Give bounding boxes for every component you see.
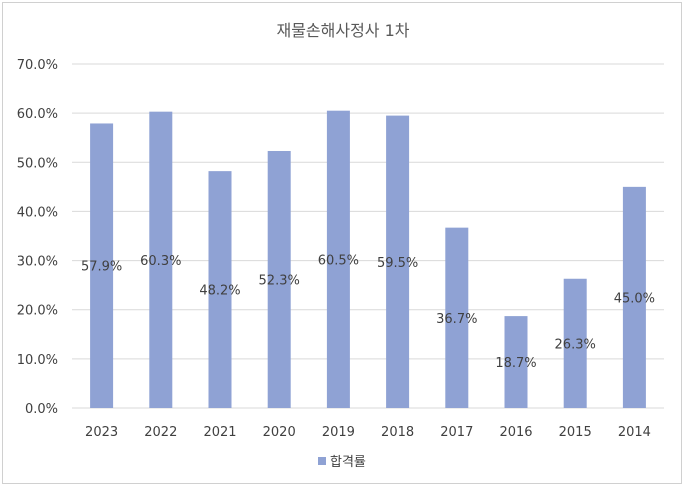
- x-axis-ticks: 2023 2022 2021 2020 2019 2018 2017 2016 2015 2014: [85, 425, 651, 440]
- data-label: 45.0%: [614, 291, 655, 306]
- legend: 합격률: [318, 455, 366, 470]
- y-tick-label: 0.0%: [25, 402, 58, 417]
- bar-2023: [90, 123, 114, 408]
- data-label: 26.3%: [555, 337, 596, 352]
- bar-2015: [563, 278, 587, 408]
- y-tick-label: 30.0%: [17, 255, 58, 270]
- data-label: 52.3%: [259, 273, 300, 288]
- bar-2017: [445, 227, 469, 408]
- x-tick-label: 2022: [144, 425, 177, 440]
- x-tick-label: 2021: [203, 425, 236, 440]
- y-tick-label: 10.0%: [17, 353, 58, 368]
- y-tick-label: 70.0%: [17, 58, 58, 73]
- bar-2021: [208, 171, 232, 408]
- data-label: 59.5%: [377, 256, 418, 271]
- y-tick-label: 20.0%: [17, 304, 58, 319]
- bar-2019: [326, 110, 350, 408]
- x-tick-label: 2017: [440, 425, 473, 440]
- legend-label: 합격률: [330, 455, 366, 470]
- bar-2014: [622, 186, 646, 408]
- data-labels: 57.9% 60.3% 48.2% 52.3% 60.5% 59.5% 36.7% 18.7%…: [81, 253, 655, 371]
- bar-2016: [504, 316, 528, 408]
- bar-2022: [149, 111, 173, 408]
- x-tick-label: 2023: [85, 425, 118, 440]
- x-tick-label: 2016: [499, 425, 532, 440]
- bar-2018: [386, 115, 410, 408]
- y-tick-label: 60.0%: [17, 107, 58, 122]
- x-tick-label: 2020: [263, 425, 296, 440]
- bars: [90, 110, 646, 409]
- y-tick-label: 50.0%: [17, 156, 58, 171]
- x-tick-label: 2018: [381, 425, 414, 440]
- data-label: 57.9%: [81, 260, 122, 275]
- y-tick-label: 40.0%: [17, 205, 58, 220]
- x-tick-label: 2015: [559, 425, 592, 440]
- data-label: 60.3%: [140, 254, 181, 269]
- data-label: 36.7%: [436, 312, 477, 327]
- x-tick-label: 2019: [322, 425, 355, 440]
- x-tick-label: 2014: [618, 425, 651, 440]
- bar-2020: [267, 150, 291, 409]
- chart-title: 재물손해사정사 1차: [276, 21, 409, 40]
- data-label: 48.2%: [199, 284, 240, 299]
- data-label: 18.7%: [495, 356, 536, 371]
- legend-swatch: [318, 457, 326, 465]
- y-axis-ticks: 0.0% 10.0% 20.0% 30.0% 40.0% 50.0% 60.0% 70.0%: [17, 58, 58, 417]
- data-label: 60.5%: [318, 253, 359, 268]
